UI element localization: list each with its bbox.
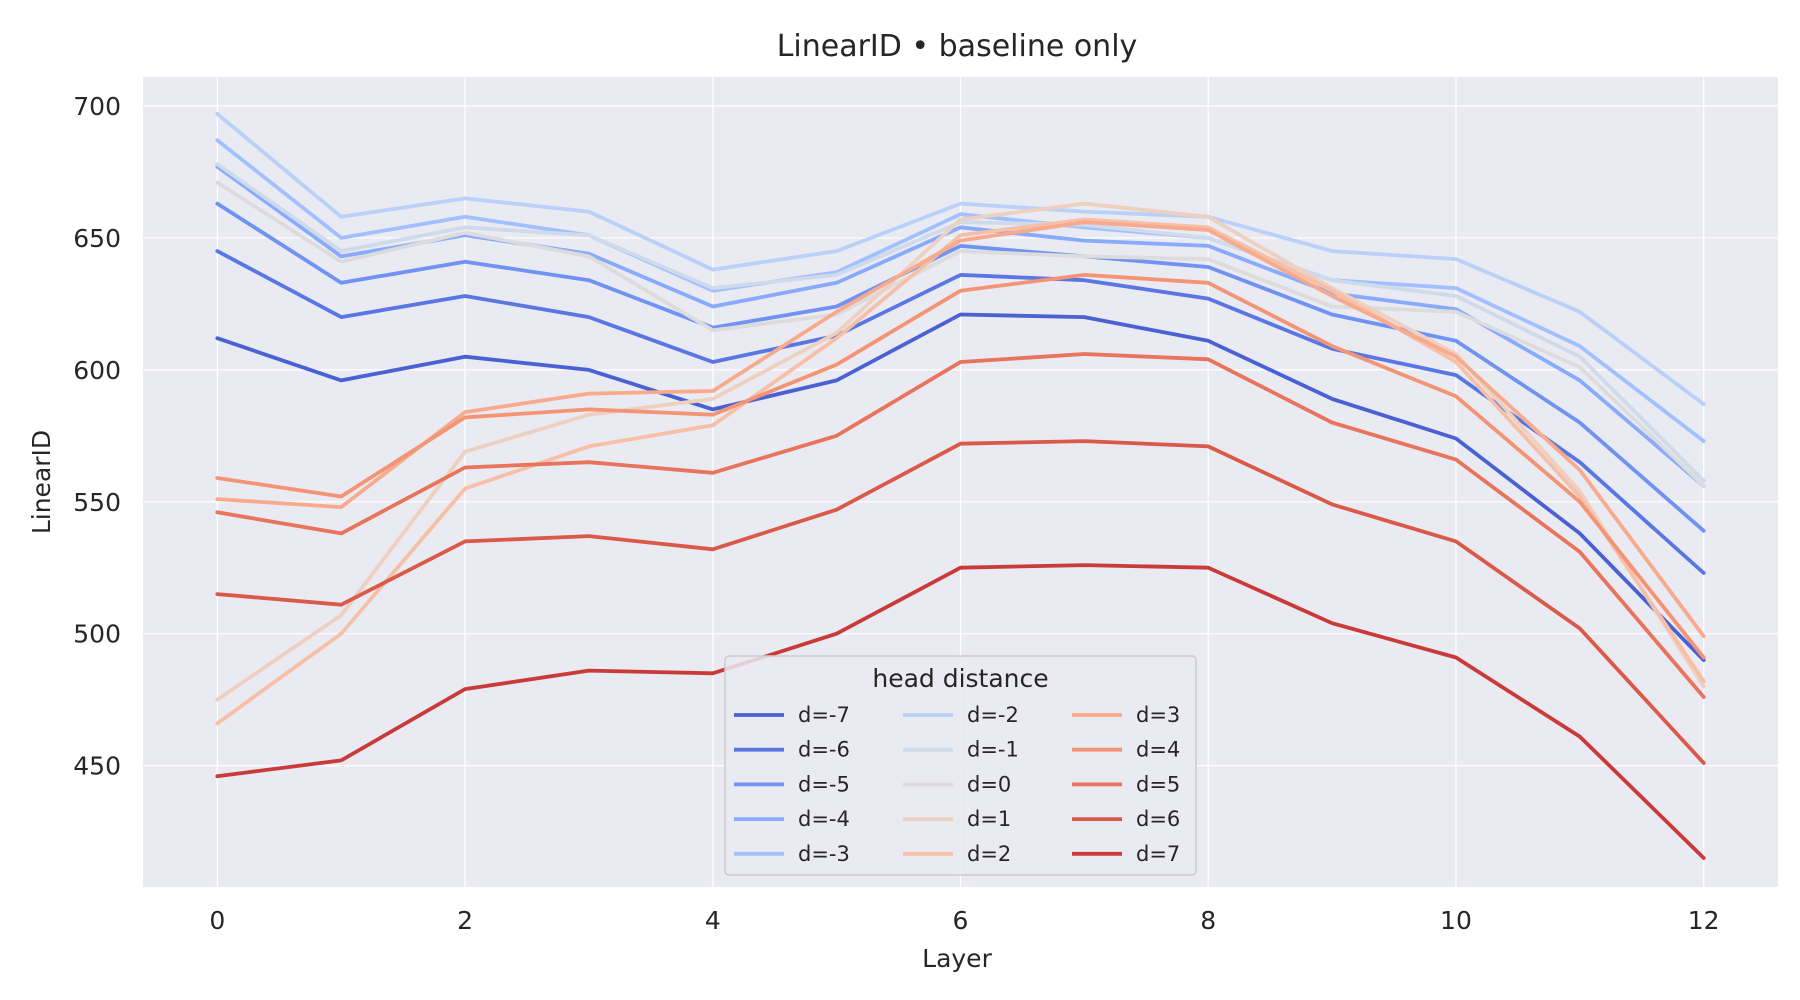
y-tick-label: 600 <box>73 356 121 385</box>
legend-label: d=1 <box>967 807 1011 831</box>
series-line-d=3 <box>215 220 1706 639</box>
y-axis-ticks: 450 500 550 600 650 700 <box>73 92 121 781</box>
series-line-d=-7 <box>215 312 1706 662</box>
series-line-d=1 <box>215 201 1706 702</box>
y-axis-label: LinearID <box>27 430 56 534</box>
legend-label: d=-1 <box>967 738 1019 762</box>
x-tick-label: 2 <box>457 906 473 935</box>
chart-title: LinearID • baseline only <box>777 29 1138 64</box>
x-tick-label: 12 <box>1688 906 1720 935</box>
legend-label: d=3 <box>1136 703 1180 727</box>
series-line-d=-2 <box>215 112 1706 407</box>
legend-label: d=5 <box>1136 772 1180 796</box>
series-line-d=4 <box>215 272 1706 660</box>
y-tick-label: 550 <box>73 488 121 517</box>
legend-label: d=0 <box>967 772 1011 796</box>
x-tick-label: 10 <box>1440 906 1472 935</box>
legend-label: d=-6 <box>798 738 850 762</box>
series-lines <box>215 112 1706 860</box>
series-line-d=-3 <box>215 138 1706 444</box>
series-line-d=6 <box>215 439 1706 765</box>
legend-label: d=-5 <box>798 772 850 796</box>
legend-label: d=4 <box>1136 738 1180 762</box>
legend-title: head distance <box>872 664 1048 693</box>
series-line-d=-1 <box>215 162 1706 483</box>
series-line-d=7 <box>215 563 1706 860</box>
legend-label: d=-7 <box>798 703 850 727</box>
legend-label: d=-3 <box>798 842 850 866</box>
legend: head distance d=-7 d=-6 d=-5 d=-4 d=-3 d=-2 d=-… <box>724 655 1197 876</box>
x-tick-label: 4 <box>705 906 721 935</box>
x-axis-ticks: 0 2 4 6 8 10 12 <box>209 906 1719 935</box>
y-tick-label: 500 <box>73 620 121 649</box>
series-line-d=-6 <box>215 249 1706 575</box>
y-tick-label: 450 <box>73 752 121 781</box>
legend-label: d=6 <box>1136 807 1180 831</box>
y-tick-label: 650 <box>73 224 121 253</box>
series-line-d=-4 <box>215 164 1706 488</box>
x-tick-label: 6 <box>953 906 969 935</box>
legend-label: d=-2 <box>967 703 1019 727</box>
x-tick-label: 0 <box>209 906 225 935</box>
legend-label: d=2 <box>967 842 1011 866</box>
x-axis-label: Layer <box>922 944 992 973</box>
series-line-d=-5 <box>215 201 1706 533</box>
legend-label: d=-4 <box>798 807 850 831</box>
series-line-d=0 <box>215 180 1706 488</box>
x-tick-label: 8 <box>1200 906 1216 935</box>
y-tick-label: 700 <box>73 92 121 121</box>
series-line-d=2 <box>215 217 1706 726</box>
legend-label: d=7 <box>1136 842 1180 866</box>
series-line-d=5 <box>215 352 1706 699</box>
